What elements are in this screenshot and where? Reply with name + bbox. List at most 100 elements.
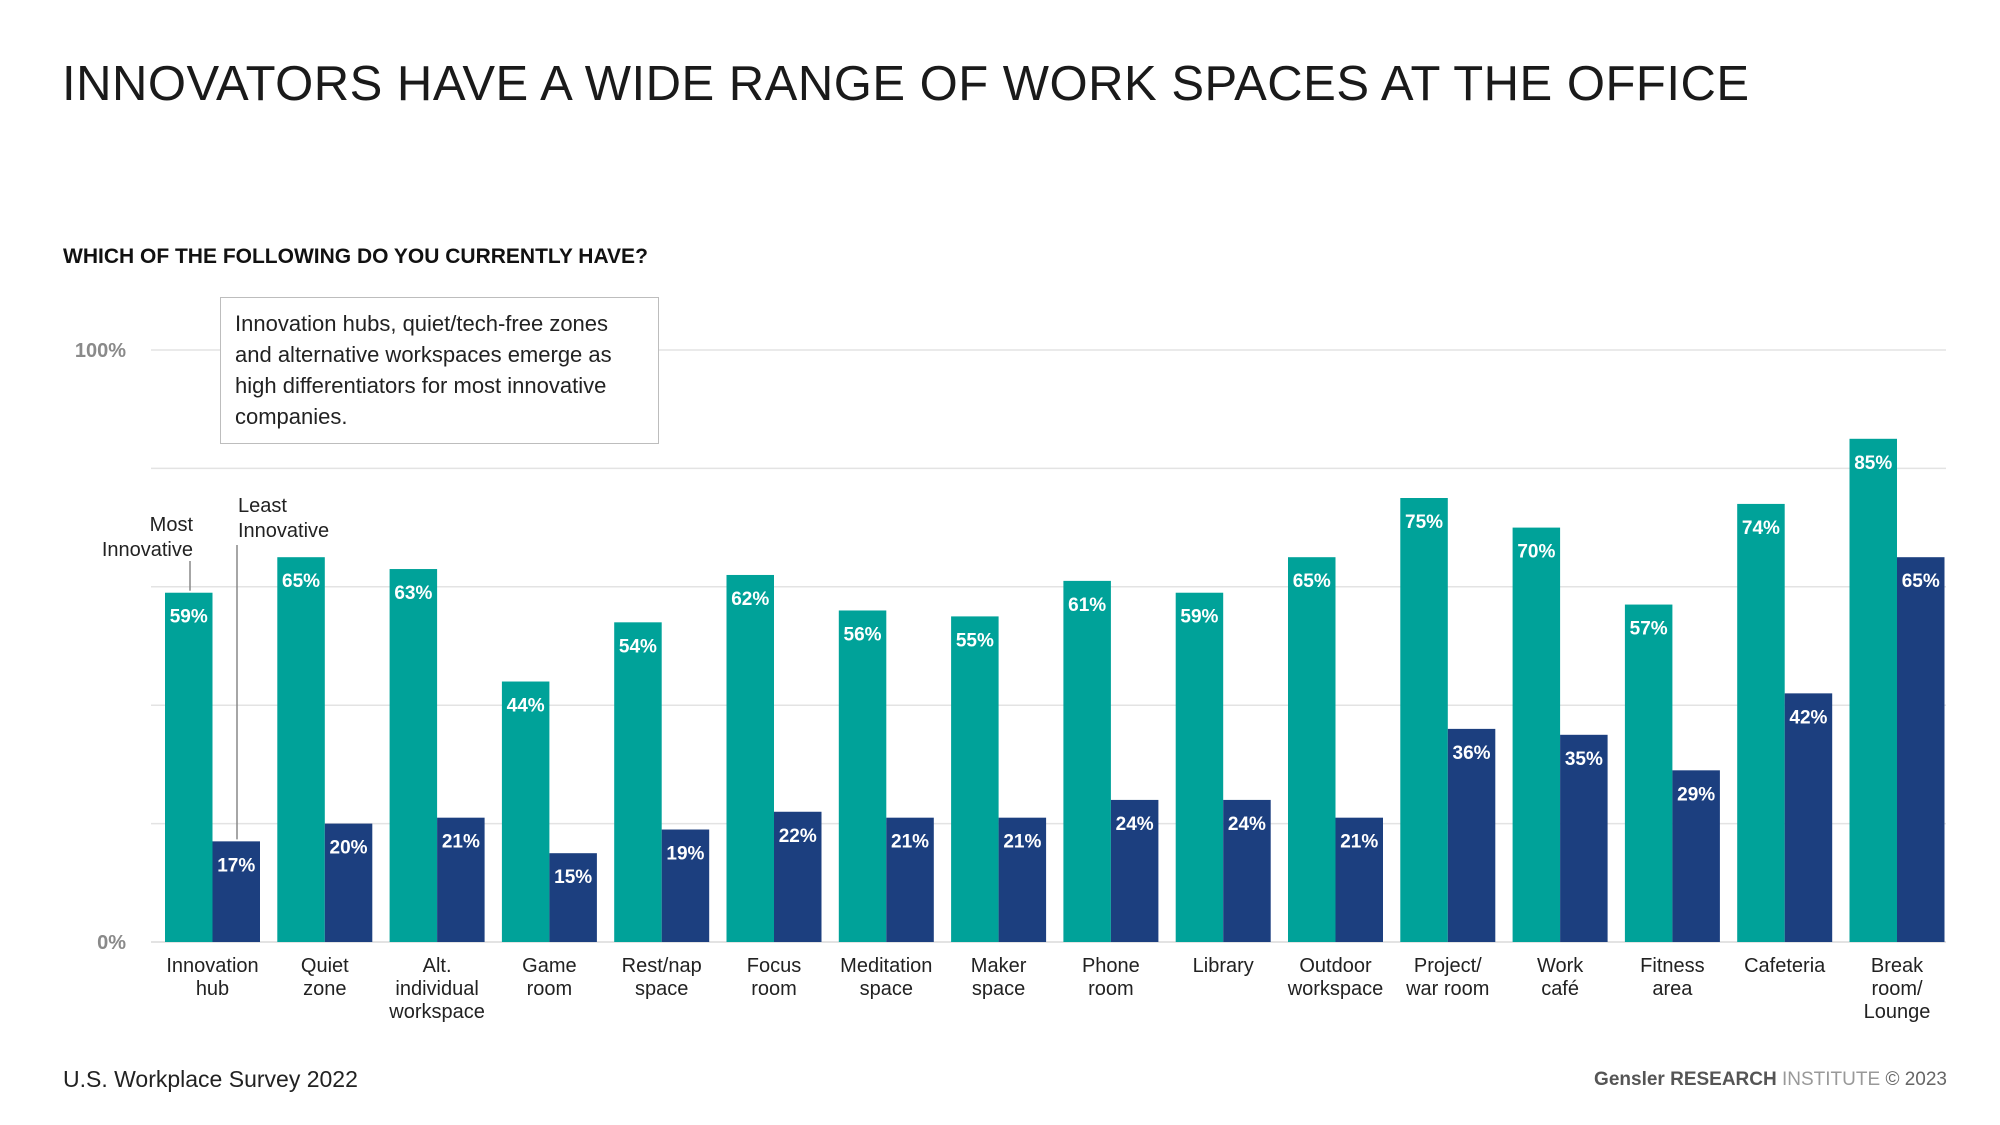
data-label: 74%	[1742, 518, 1780, 539]
bar-least	[886, 817, 934, 942]
bar-least	[1447, 728, 1496, 942]
data-label: 35%	[1565, 749, 1603, 770]
bar-most	[1849, 438, 1897, 942]
bar-least	[1110, 799, 1159, 942]
category-label: individual	[395, 978, 478, 1000]
category-label: room	[1088, 978, 1134, 1000]
data-label: 85%	[1854, 453, 1892, 474]
data-label: 59%	[1180, 607, 1218, 628]
data-label: 21%	[1340, 832, 1378, 853]
category-label: Meditation	[840, 955, 932, 977]
data-label: 44%	[507, 696, 545, 717]
copyright: © 2023	[1885, 1069, 1947, 1090]
source-note: U.S. Workplace Survey 2022	[63, 1066, 358, 1092]
chart-subtitle: WHICH OF THE FOLLOWING DO YOU CURRENTLY …	[63, 245, 648, 268]
category-label: space	[860, 978, 913, 1000]
bar-least	[437, 817, 485, 942]
category-label: Lounge	[1864, 1001, 1931, 1023]
category-label: Quiet	[301, 955, 349, 977]
data-label: 70%	[1517, 542, 1555, 563]
category-label: room	[527, 978, 573, 1000]
category-label: Cafeteria	[1744, 955, 1826, 977]
bar-least	[1784, 693, 1833, 942]
data-label: 75%	[1405, 512, 1443, 533]
category-label: war room	[1405, 978, 1489, 1000]
bar-least	[1335, 817, 1383, 942]
bar-least	[774, 811, 822, 942]
category-label: Work	[1537, 955, 1584, 977]
data-label: 65%	[1902, 571, 1940, 592]
data-label: 61%	[1068, 595, 1106, 616]
institute-label: INSTITUTE	[1782, 1069, 1881, 1090]
category-label: area	[1652, 978, 1693, 1000]
data-label: 21%	[1003, 832, 1041, 853]
category-label: workspace	[1287, 978, 1384, 1000]
bar-least	[1223, 799, 1271, 942]
data-label: 57%	[1630, 619, 1668, 640]
data-label: 56%	[844, 624, 882, 645]
category-label: Library	[1193, 955, 1254, 977]
bar-most	[1175, 592, 1224, 942]
legend-least-innovative: Least	[238, 495, 287, 517]
bar-most	[951, 616, 999, 942]
data-label: 36%	[1453, 743, 1491, 764]
y-tick-label: 0%	[97, 932, 126, 954]
y-tick-label: 100%	[75, 340, 126, 362]
brand-name: Gensler	[1594, 1069, 1665, 1090]
bar-least	[324, 823, 373, 942]
bar-least	[661, 829, 710, 942]
category-label: Focus	[747, 955, 801, 977]
callout-box: Innovation hubs, quiet/tech-free zones a…	[220, 297, 659, 444]
bar-most	[1624, 604, 1673, 942]
category-label: room	[751, 978, 797, 1000]
data-label: 24%	[1116, 814, 1154, 835]
data-label: 22%	[779, 826, 817, 847]
category-label: café	[1541, 978, 1579, 1000]
bar-most	[726, 574, 774, 942]
data-label: 65%	[1293, 571, 1331, 592]
category-label: workspace	[388, 1001, 485, 1023]
legend-most-innovative: Most	[150, 514, 194, 536]
legend-most-innovative: Innovative	[102, 539, 193, 561]
bar-least	[549, 853, 597, 942]
category-label: Break	[1871, 955, 1924, 977]
category-label: Project/	[1414, 955, 1482, 977]
category-label: Alt.	[423, 955, 452, 977]
bar-most	[501, 681, 550, 942]
bar-most	[838, 610, 887, 942]
category-label: Maker	[971, 955, 1027, 977]
bar-least	[1672, 770, 1720, 942]
bar-least	[1560, 734, 1608, 942]
bar-least	[998, 817, 1047, 942]
bar-most	[1737, 503, 1785, 942]
bar-least	[212, 841, 260, 942]
data-label: 63%	[394, 583, 432, 604]
category-label: space	[635, 978, 688, 1000]
credit: Gensler RESEARCH INSTITUTE © 2023	[1594, 1069, 1947, 1091]
bar-most	[1512, 527, 1561, 942]
bar-most	[1063, 580, 1111, 942]
data-label: 15%	[554, 867, 592, 888]
data-label: 21%	[442, 832, 480, 853]
bar-most	[1288, 557, 1336, 942]
research-label: RESEARCH	[1670, 1069, 1777, 1090]
category-label: hub	[196, 978, 229, 1000]
category-label: zone	[303, 978, 346, 1000]
data-label: 24%	[1228, 814, 1266, 835]
category-label: Outdoor	[1299, 955, 1372, 977]
bar-least	[1897, 557, 1945, 942]
data-label: 20%	[330, 838, 368, 859]
category-label: Fitness	[1640, 955, 1704, 977]
legend-least-innovative: Innovative	[238, 520, 329, 542]
category-label: Phone	[1082, 955, 1140, 977]
bar-most	[277, 557, 325, 942]
data-label: 19%	[666, 844, 704, 865]
data-label: 59%	[170, 607, 208, 628]
category-label: space	[972, 978, 1025, 1000]
bar-most	[389, 569, 438, 942]
bar-most	[614, 622, 662, 942]
data-label: 42%	[1789, 707, 1827, 728]
data-label: 29%	[1677, 784, 1715, 805]
data-label: 62%	[731, 589, 769, 610]
